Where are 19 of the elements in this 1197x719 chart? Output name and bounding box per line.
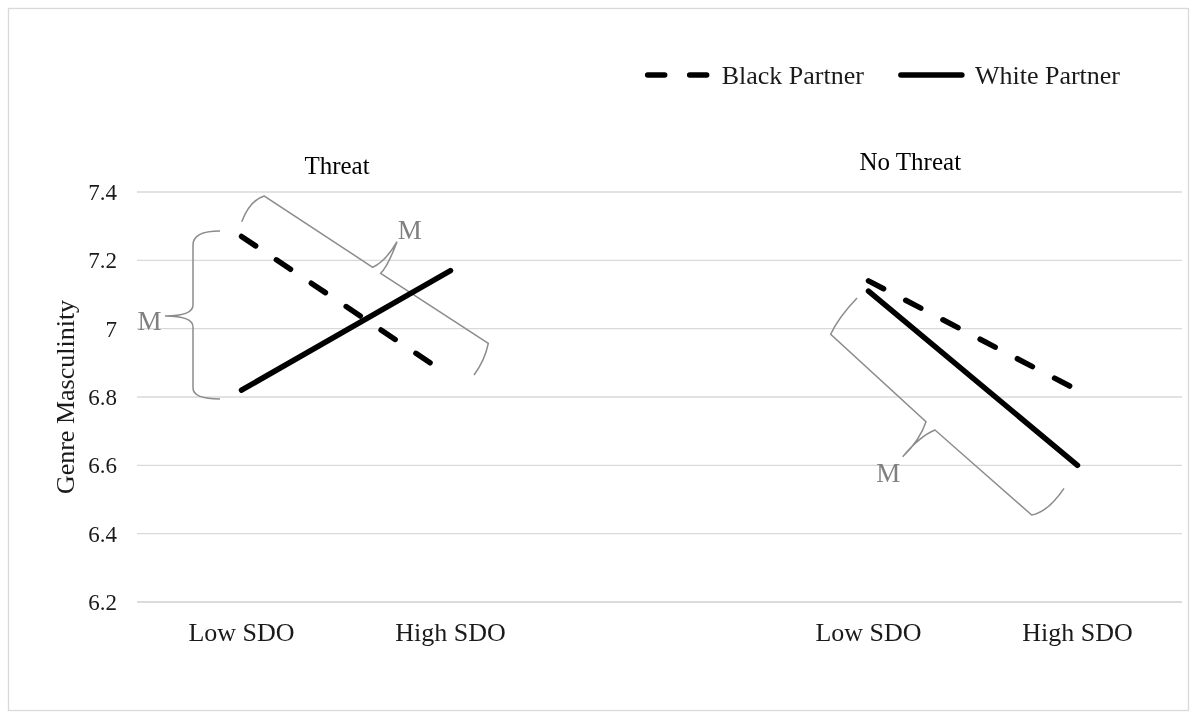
y-tick-label: 6.4: [88, 521, 118, 547]
y-axis-title: Genre Masculinity: [51, 299, 81, 495]
y-tick-label: 6.2: [88, 590, 117, 616]
legend-label: White Partner: [974, 61, 1121, 91]
x-tick-label: Low SDO: [188, 618, 295, 647]
x-tick-label: High SDO: [1022, 618, 1133, 647]
y-tick-label: 7.2: [88, 248, 117, 274]
y-tick-label: 7: [105, 316, 117, 342]
y-tick-label: 7.4: [88, 180, 118, 206]
x-tick-label: Low SDO: [815, 618, 922, 647]
annotation: M: [876, 458, 901, 488]
x-tick-label: High SDO: [395, 618, 506, 647]
annotation: M: [397, 215, 422, 245]
annotation: M: [137, 306, 162, 336]
text: No Threat: [859, 148, 962, 175]
y-tick-label: 6.8: [88, 385, 117, 411]
legend-label: Black Partner: [721, 61, 865, 91]
text: Threat: [304, 152, 370, 179]
y-tick-label: 6.6: [88, 453, 117, 479]
